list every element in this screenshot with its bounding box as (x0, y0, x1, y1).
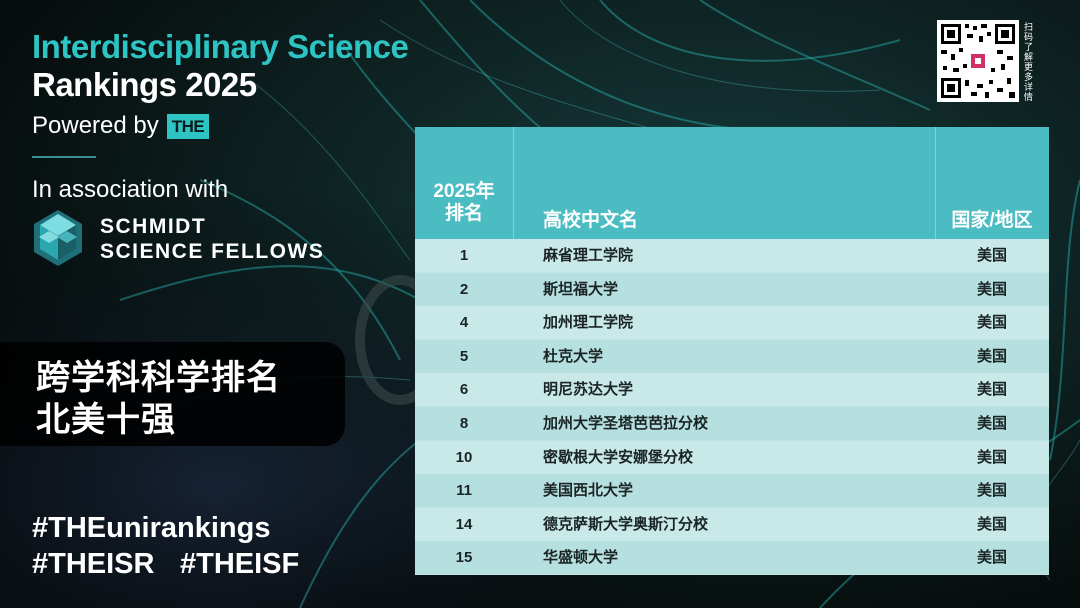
rank-cell: 6 (459, 381, 469, 399)
rank-cell: 2 (459, 280, 469, 298)
partner-logo: SCHMIDT SCIENCE FELLOWS (30, 208, 324, 270)
header-rank-text: 2025年排名 (433, 181, 495, 224)
powered-by-label: Powered by (32, 112, 159, 139)
university-name-cell: 斯坦福大学 (543, 280, 619, 298)
university-name-cell: 明尼苏达大学 (543, 381, 634, 399)
rank-cell: 15 (455, 549, 473, 567)
table-row: 14 德克萨斯大学奥斯汀分校 美国 (415, 507, 1049, 541)
rank-cell: 10 (455, 448, 473, 466)
powered-by: Powered by THE (32, 112, 210, 140)
table-row: 15 华盛顿大学 美国 (415, 541, 1049, 575)
qr-caption: 扫码了解更多详情 (1024, 22, 1034, 102)
ranking-table: 2025年排名 高校中文名 国家/地区 1 麻省理工学院 美国 2 斯坦福大学 美国 4 加州… (415, 127, 1049, 575)
header-country: 国家/地区 (951, 210, 1033, 231)
university-name-cell: 杜克大学 (543, 347, 604, 365)
table-row: 11 美国西北大学 美国 (415, 474, 1049, 508)
country-cell: 美国 (976, 515, 1007, 533)
hexagon-cubes-icon (34, 210, 82, 266)
hashtag-isr: #THEISR (32, 548, 155, 580)
divider (32, 156, 96, 158)
rank-cell: 14 (455, 515, 473, 533)
headline-line-1: 跨学科科学排名 (36, 359, 281, 397)
university-name-cell: 密歇根大学安娜堡分校 (543, 448, 694, 466)
country-cell: 美国 (976, 482, 1007, 500)
partner-line-1: SCHMIDT (100, 215, 207, 238)
table-row: 10 密歇根大学安娜堡分校 美国 (415, 440, 1049, 474)
university-name-cell: 加州大学圣塔芭芭拉分校 (543, 415, 709, 432)
rank-cell: 5 (459, 347, 469, 365)
qr-code (937, 20, 1019, 102)
table-row: 5 杜克大学 美国 (415, 339, 1049, 373)
title-line-2: Rankings 2025 (32, 66, 257, 103)
country-cell: 美国 (976, 381, 1007, 399)
table-row: 4 加州理工学院 美国 (415, 306, 1049, 340)
headline-line-2: 北美十强 (36, 401, 176, 439)
university-name-cell: 美国西北大学 (543, 482, 634, 500)
rank-cell: 4 (459, 314, 469, 332)
association-label: In association with (32, 176, 229, 203)
title-line-1: Interdisciplinary Science (32, 28, 409, 65)
university-name-cell: 华盛顿大学 (543, 549, 619, 567)
university-name-cell: 德克萨斯大学奥斯汀分校 (543, 515, 709, 533)
country-cell: 美国 (976, 314, 1007, 332)
header-divider (935, 127, 936, 239)
partner-line-2: SCIENCE FELLOWS (100, 240, 325, 263)
table-row: 2 斯坦福大学 美国 (415, 272, 1049, 306)
rank-cell: 1 (459, 247, 469, 264)
header-rank: 2025年排名 (415, 181, 513, 225)
table-row: 1 麻省理工学院 美国 (415, 239, 1049, 272)
country-cell: 美国 (976, 415, 1007, 432)
the-logo: THE (166, 113, 210, 139)
university-name-cell: 加州理工学院 (543, 314, 634, 332)
hashtag-unirankings: #THEunirankings (32, 512, 271, 544)
university-name-cell: 麻省理工学院 (543, 247, 634, 264)
rank-cell: 11 (456, 482, 472, 500)
table-header: 2025年排名 高校中文名 国家/地区 (415, 127, 1049, 239)
country-cell: 美国 (976, 280, 1007, 298)
headline-box (0, 342, 345, 446)
hashtag-isf: #THEISF (180, 548, 300, 580)
country-cell: 美国 (976, 347, 1007, 365)
country-cell: 美国 (976, 247, 1007, 264)
rank-cell: 8 (459, 415, 469, 432)
table-row: 6 明尼苏达大学 美国 (415, 373, 1049, 407)
header-divider (513, 127, 514, 239)
country-cell: 美国 (976, 448, 1007, 466)
table-row: 8 加州大学圣塔芭芭拉分校 美国 (415, 407, 1049, 440)
header-name: 高校中文名 (543, 210, 639, 231)
country-cell: 美国 (976, 549, 1007, 567)
